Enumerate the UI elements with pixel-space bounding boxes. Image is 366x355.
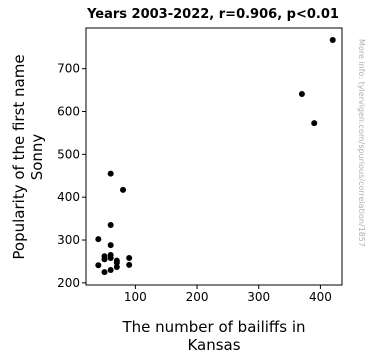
data-point xyxy=(107,242,114,249)
data-point xyxy=(95,262,102,269)
chart-title: Years 2003-2022, r=0.906, p<0.01 xyxy=(86,7,339,22)
data-point xyxy=(329,36,336,43)
data-point xyxy=(107,170,114,177)
x-axis-title-line-2: Kansas xyxy=(187,336,240,354)
x-tick-label: 400 xyxy=(309,290,332,304)
x-axis-title-line-1: The number of bailiffs in xyxy=(121,318,305,336)
y-tick-label: 600 xyxy=(57,105,80,119)
x-tick-label: 100 xyxy=(124,290,147,304)
plot-frame xyxy=(85,27,343,286)
y-tick-label: 300 xyxy=(57,233,80,247)
data-point xyxy=(126,261,133,268)
data-point xyxy=(101,253,108,260)
y-axis-ticks: 200 300 400 500 600 700 xyxy=(57,62,86,290)
watermark: More info: tylervigen.com/spurious/corre… xyxy=(357,39,366,247)
data-points xyxy=(95,36,336,276)
y-axis-title-line-2: Sonny xyxy=(28,134,46,181)
data-point xyxy=(311,120,318,127)
data-point xyxy=(120,186,127,193)
y-axis-title-line-1: Popularity of the first name xyxy=(10,54,28,259)
x-axis-ticks: 100 200 300 400 xyxy=(124,285,332,304)
data-point xyxy=(126,255,133,262)
data-point xyxy=(107,222,114,229)
data-point xyxy=(107,255,114,262)
y-tick-label: 400 xyxy=(57,190,80,204)
data-point xyxy=(298,90,305,97)
y-tick-label: 700 xyxy=(57,62,80,76)
data-point xyxy=(113,259,120,266)
data-point xyxy=(95,236,102,243)
data-point xyxy=(113,264,120,271)
data-point xyxy=(101,269,108,276)
x-tick-label: 300 xyxy=(247,290,270,304)
y-tick-label: 500 xyxy=(57,147,80,161)
y-tick-label: 200 xyxy=(57,276,80,290)
data-point xyxy=(107,267,114,274)
x-tick-label: 200 xyxy=(186,290,209,304)
